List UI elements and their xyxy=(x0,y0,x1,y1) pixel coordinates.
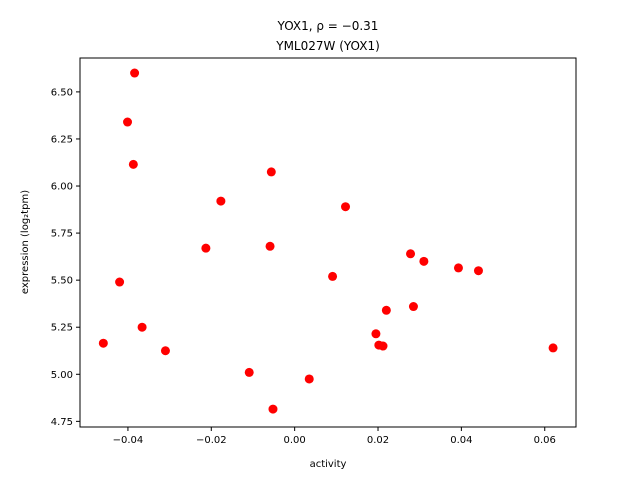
data-point-13 xyxy=(304,374,314,384)
x-tick-label-0: −0.04 xyxy=(113,435,144,446)
y-tick-label-2: 5.25 xyxy=(51,323,73,334)
data-point-3 xyxy=(128,159,138,169)
y-tick-label-4: 5.75 xyxy=(51,229,73,240)
x-tick-label-1: −0.02 xyxy=(196,435,227,446)
data-point-5 xyxy=(137,322,147,332)
x-tick-label-3: 0.02 xyxy=(367,435,389,446)
data-points xyxy=(98,68,558,414)
data-point-4 xyxy=(130,68,140,78)
chart-title-line-2: YML027W (YOX1) xyxy=(275,39,380,53)
data-point-11 xyxy=(266,167,276,177)
data-point-2 xyxy=(123,117,133,127)
y-tick-label-5: 6.00 xyxy=(51,182,73,193)
y-tick-label-1: 5.00 xyxy=(51,370,73,381)
data-point-18 xyxy=(378,341,388,351)
data-point-19 xyxy=(381,305,391,315)
x-tick-label-2: 0.00 xyxy=(284,435,306,446)
data-point-14 xyxy=(328,271,338,281)
data-point-6 xyxy=(160,346,170,356)
data-point-20 xyxy=(406,249,416,259)
plot-area-frame xyxy=(79,57,577,428)
data-point-8 xyxy=(216,196,226,206)
data-point-25 xyxy=(548,343,558,353)
x-axis-label: activity xyxy=(310,459,347,470)
data-point-12 xyxy=(268,404,278,414)
data-point-21 xyxy=(408,302,418,312)
y-axis-ticks: 4.75 5.00 5.25 5.50 5.75 6.00 6.25 6.50 xyxy=(51,87,80,428)
x-tick-label-5: 0.06 xyxy=(534,435,556,446)
data-point-9 xyxy=(244,367,254,377)
y-tick-label-6: 6.25 xyxy=(51,134,73,145)
y-tick-label-3: 5.50 xyxy=(51,276,73,287)
x-axis-ticks: −0.04 −0.02 0.00 0.02 0.04 0.06 xyxy=(113,427,556,446)
data-point-23 xyxy=(453,263,463,273)
y-tick-label-7: 6.50 xyxy=(51,87,73,98)
data-point-10 xyxy=(265,241,275,251)
data-point-15 xyxy=(341,202,351,212)
chart-title-line-1: YOX1, ρ = −0.31 xyxy=(277,19,379,33)
y-axis-label: expression (log₂tpm) xyxy=(20,190,31,294)
data-point-16 xyxy=(371,329,381,339)
data-point-7 xyxy=(201,243,211,253)
y-tick-label-0: 4.75 xyxy=(51,417,73,428)
data-point-22 xyxy=(419,256,429,266)
data-point-1 xyxy=(115,277,125,287)
data-point-24 xyxy=(473,266,483,276)
x-tick-label-4: 0.04 xyxy=(450,435,472,446)
data-point-0 xyxy=(98,338,108,348)
